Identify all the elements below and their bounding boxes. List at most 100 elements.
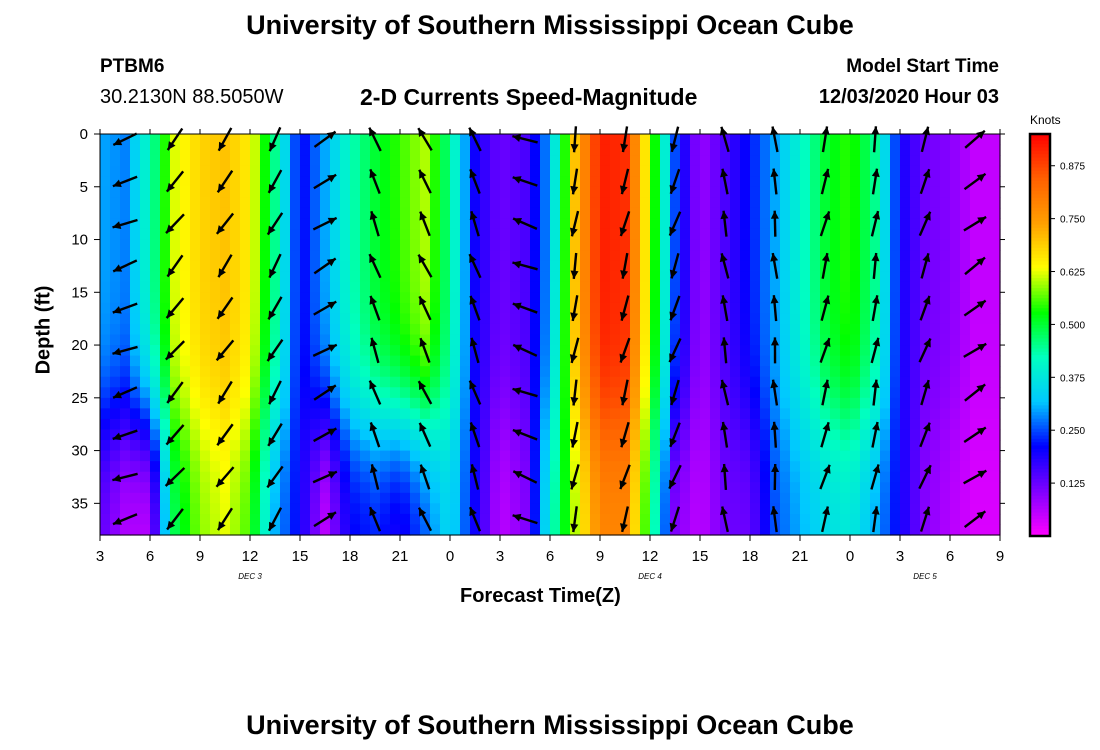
heatmap-cell: [140, 418, 151, 431]
heatmap-cell: [710, 376, 721, 388]
heatmap-cell: [630, 397, 641, 409]
heatmap-cell: [300, 207, 311, 220]
current-vector-arrow: [770, 210, 779, 237]
heatmap-cell: [210, 482, 221, 494]
heatmap-cell: [490, 250, 501, 262]
heatmap-cell: [980, 155, 991, 167]
heatmap-cell: [110, 355, 121, 367]
heatmap-cell: [450, 345, 461, 357]
heatmap-cell: [930, 503, 941, 515]
heatmap-cell: [640, 429, 651, 441]
heatmap-cell: [240, 440, 251, 452]
heatmap-cell: [490, 440, 501, 452]
heatmap-cell: [310, 197, 321, 209]
heatmap-cell: [170, 355, 181, 367]
heatmap-cell: [610, 218, 621, 230]
heatmap-cell: [270, 450, 281, 462]
heatmap-cell: [910, 408, 921, 420]
heatmap-cell: [740, 355, 751, 367]
heatmap-cell: [130, 513, 141, 526]
heatmap-cell: [580, 250, 591, 262]
heatmap-cell: [390, 440, 401, 452]
heatmap-cell: [400, 387, 411, 399]
colorbar-segment: [1030, 512, 1050, 517]
heatmap-cell: [610, 271, 621, 283]
current-vector-arrow: [871, 379, 880, 406]
heatmap-cell: [320, 524, 331, 536]
heatmap-cell: [600, 376, 611, 388]
heatmap-cell: [320, 503, 331, 515]
heatmap-cell: [260, 271, 271, 283]
heatmap-cell: [690, 292, 701, 304]
heatmap-cell: [390, 228, 401, 241]
heatmap-cell: [640, 397, 651, 409]
heatmap-cell: [530, 397, 541, 409]
heatmap-cell: [430, 323, 441, 336]
heatmap-cell: [300, 482, 311, 494]
heatmap-cell: [160, 144, 171, 156]
heatmap-cell: [320, 450, 331, 462]
heatmap-cell: [760, 482, 771, 494]
heatmap-cell: [510, 176, 521, 188]
heatmap-cell: [320, 492, 331, 504]
heatmap-cell: [710, 503, 721, 515]
heatmap-cell: [890, 165, 901, 177]
heatmap-cell: [520, 197, 531, 209]
x-tick-label: 0: [446, 548, 454, 565]
heatmap-cell: [260, 482, 271, 494]
heatmap-cell: [840, 323, 851, 336]
heatmap-cell: [180, 250, 191, 262]
heatmap-cell: [440, 313, 451, 325]
heatmap-cell: [270, 323, 281, 336]
heatmap-cell: [420, 239, 431, 251]
heatmap-cell: [180, 323, 191, 336]
heatmap-cell: [820, 418, 831, 431]
heatmap-cell: [260, 302, 271, 314]
heatmap-cell: [950, 366, 961, 378]
heatmap-cell: [160, 323, 171, 336]
heatmap-cell: [850, 218, 861, 230]
heatmap-cell: [500, 513, 511, 526]
heatmap-cell: [450, 313, 461, 325]
heatmap-cell: [920, 271, 931, 283]
heatmap-cell: [850, 313, 861, 325]
heatmap-cell: [730, 387, 741, 399]
heatmap-cell: [900, 503, 911, 515]
heatmap-cell: [690, 471, 701, 483]
heatmap-cell: [350, 387, 361, 399]
heatmap-cell: [170, 228, 181, 241]
heatmap-cell: [400, 271, 411, 283]
heatmap-cell: [270, 418, 281, 431]
heatmap-cell: [450, 271, 461, 283]
heatmap-cell: [460, 313, 471, 325]
colorbar-segment: [1030, 261, 1050, 266]
colorbar-segment: [1030, 150, 1050, 155]
heatmap-cell: [330, 397, 341, 409]
x-tick-label: 12: [642, 548, 659, 565]
heatmap-cell: [780, 197, 791, 209]
heatmap-cell: [190, 429, 201, 441]
heatmap-cell: [260, 155, 271, 167]
heatmap-cell: [430, 429, 441, 441]
heatmap-cell: [590, 503, 601, 515]
current-vector-arrow: [268, 126, 282, 152]
colorbar-segment: [1030, 381, 1050, 386]
heatmap-cell: [410, 228, 421, 241]
heatmap-cell: [150, 281, 161, 293]
heatmap-cell: [230, 397, 241, 409]
current-vector-arrow: [871, 126, 880, 153]
heatmap-cell: [940, 281, 951, 293]
current-vector-arrow: [369, 210, 380, 237]
heatmap-cell: [140, 524, 151, 536]
heatmap-cell: [740, 218, 751, 230]
heatmap-cell: [650, 429, 661, 441]
heatmap-cell: [760, 197, 771, 209]
heatmap-cell: [890, 355, 901, 367]
heatmap-cell: [610, 239, 621, 251]
heatmap-cell: [940, 218, 951, 230]
heatmap-cell: [780, 397, 791, 409]
heatmap-cell: [490, 429, 501, 441]
heatmap-cell: [650, 218, 661, 230]
heatmap-cell: [730, 492, 741, 504]
heatmap-cell: [810, 313, 821, 325]
